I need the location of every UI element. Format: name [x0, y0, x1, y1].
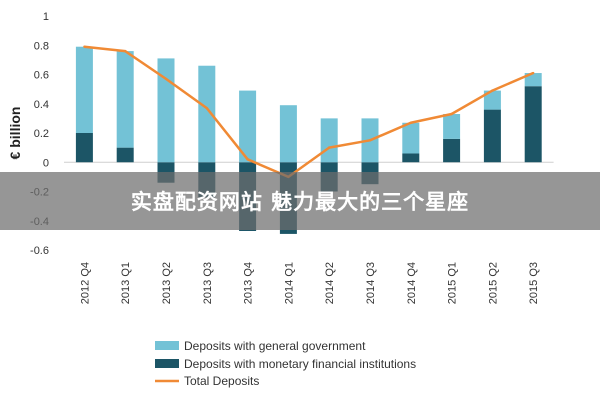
- legend-swatch: [155, 341, 179, 350]
- legend-label: Deposits with monetary financial institu…: [184, 357, 416, 371]
- total-deposits-point: [450, 112, 453, 116]
- bar-monetary-financial-institutions: [402, 153, 420, 163]
- legend-swatch: [155, 359, 179, 368]
- bar-monetary-financial-institutions: [443, 138, 461, 163]
- total-deposits-point: [246, 158, 249, 161]
- total-deposits-point: [532, 71, 535, 75]
- y-tick-label: 1: [43, 11, 49, 23]
- bar-general-government: [320, 118, 338, 163]
- bar-general-government: [279, 105, 297, 163]
- bar-monetary-financial-institutions: [524, 86, 542, 163]
- bar-general-government: [402, 122, 420, 154]
- total-deposits-point: [368, 139, 372, 142]
- y-tick-label: 0.4: [34, 99, 49, 111]
- x-tick-label: 2014 Q1: [283, 262, 295, 304]
- bar-monetary-financial-institutions: [483, 109, 501, 163]
- bar-general-government: [483, 90, 501, 110]
- total-deposits-point: [491, 89, 494, 92]
- bar-general-government: [239, 90, 257, 163]
- bar-monetary-financial-institutions: [116, 147, 134, 163]
- x-tick-label: 2012 Q4: [79, 262, 91, 304]
- x-tick-label: 2013 Q4: [243, 262, 255, 304]
- bar-monetary-financial-institutions: [75, 133, 93, 163]
- watermark-banner: 实盘配资网站 魅力最大的三个星座: [0, 172, 600, 230]
- bar-general-government: [524, 73, 542, 87]
- x-tick-label: 2015 Q3: [528, 262, 540, 304]
- x-tick-label: 2013 Q1: [120, 262, 132, 304]
- y-tick-label: 0: [43, 157, 49, 169]
- x-tick-label: 2013 Q3: [202, 262, 214, 304]
- bar-general-government: [443, 113, 461, 139]
- x-tick-label: 2014 Q3: [365, 262, 377, 304]
- total-deposits-point: [205, 106, 208, 110]
- total-deposits-point: [124, 49, 127, 53]
- total-deposits-point: [164, 77, 168, 81]
- y-tick-label: 0.6: [34, 70, 49, 82]
- total-deposits-point: [83, 45, 86, 48]
- legend: Deposits with general government Deposits…: [155, 339, 416, 388]
- bar-general-government: [198, 65, 216, 163]
- legend-label: Deposits with general government: [184, 339, 366, 353]
- total-deposits-line: [84, 45, 534, 179]
- x-tick-label: 2015 Q2: [487, 262, 499, 304]
- x-tick-label: 2013 Q2: [161, 262, 173, 304]
- y-tick-label: 0.2: [34, 128, 49, 140]
- bar-general-government: [157, 58, 175, 163]
- total-deposits-point: [409, 121, 412, 124]
- total-deposits-series: [83, 45, 535, 179]
- bar-general-government: [116, 51, 134, 148]
- watermark-text: 实盘配资网站 魅力最大的三个星座: [130, 190, 470, 214]
- bar-general-government: [75, 46, 93, 133]
- x-tick-label: 2014 Q2: [324, 262, 336, 304]
- legend-label: Total Deposits: [184, 374, 259, 388]
- y-tick-label: -0.6: [30, 245, 49, 257]
- y-axis-title: € billion: [7, 107, 23, 160]
- total-deposits-point: [328, 146, 331, 149]
- x-tick-label: 2014 Q4: [406, 262, 418, 304]
- x-axis: 2012 Q4 2013 Q1 2013 Q2 2013 Q3 2013 Q4 2014 …: [79, 262, 540, 304]
- x-tick-label: 2015 Q1: [447, 262, 459, 304]
- y-tick-label: 0.8: [34, 40, 49, 52]
